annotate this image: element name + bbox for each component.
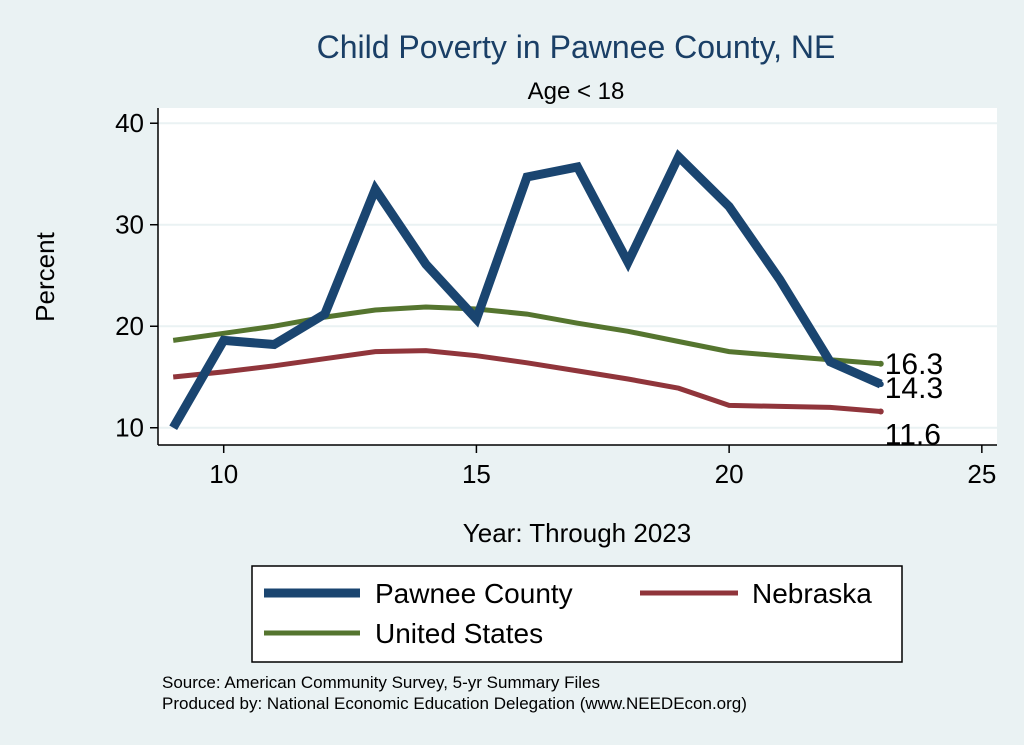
y-tick-label-20: 20 <box>115 311 144 341</box>
legend-label-nebraska: Nebraska <box>752 578 872 609</box>
y-tick-label-40: 40 <box>115 108 144 138</box>
x-tick-label-20: 20 <box>715 459 744 489</box>
x-tick-label-10: 10 <box>209 459 238 489</box>
y-axis-label: Percent <box>30 231 60 321</box>
y-tick-label-30: 30 <box>115 210 144 240</box>
series-lines <box>169 149 884 430</box>
x-tick-label-15: 15 <box>462 459 491 489</box>
chart-subtitle: Age < 18 <box>528 78 625 105</box>
series-end-point-nebraska <box>877 408 884 415</box>
axes: 10 20 30 40 10 15 20 25 <box>115 108 997 489</box>
legend-label-united-states: United States <box>375 618 543 649</box>
source-line-2: Produced by: National Economic Education… <box>162 694 747 713</box>
plot-area <box>158 108 997 445</box>
series-end-point-pawnee-county <box>877 381 884 388</box>
legend-box <box>251 565 903 663</box>
end-label-nebraska: 11.6 <box>885 419 941 452</box>
series-line-pawnee-county <box>169 149 883 430</box>
series-end-point-united-states <box>877 360 884 367</box>
x-axis-label: Year: Through 2023 <box>463 518 691 548</box>
end-label-pawnee-county: 14.3 <box>885 372 943 405</box>
series-line-nebraska <box>172 348 882 414</box>
chart-title: Child Poverty in Pawnee County, NE <box>317 29 836 65</box>
x-tick-label-25: 25 <box>967 459 996 489</box>
end-label-united-states: 16.3 <box>885 348 943 381</box>
series-line-united-states <box>172 304 882 367</box>
end-labels: 14.3 11.6 16.3 <box>885 348 943 452</box>
legend-label-pawnee-county: Pawnee County <box>375 578 573 609</box>
y-tick-label-10: 10 <box>115 413 144 443</box>
source-line-1: Source: American Community Survey, 5-yr … <box>162 673 600 692</box>
legend: Pawnee County Nebraska United States <box>251 565 903 663</box>
